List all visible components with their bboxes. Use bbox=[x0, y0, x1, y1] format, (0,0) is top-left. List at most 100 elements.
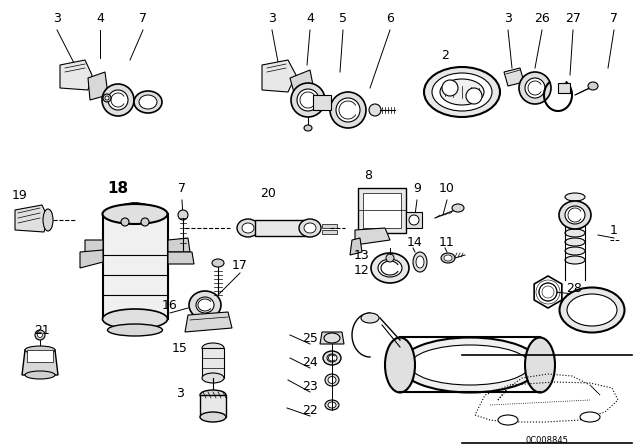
Ellipse shape bbox=[325, 374, 339, 386]
Text: 12: 12 bbox=[354, 263, 370, 276]
Ellipse shape bbox=[525, 337, 555, 392]
Ellipse shape bbox=[212, 259, 224, 267]
Ellipse shape bbox=[237, 219, 259, 237]
Text: 7: 7 bbox=[178, 181, 186, 194]
Text: 10: 10 bbox=[439, 181, 455, 194]
Ellipse shape bbox=[525, 78, 545, 98]
Text: 16: 16 bbox=[162, 298, 178, 311]
Text: 6: 6 bbox=[386, 12, 394, 25]
Ellipse shape bbox=[361, 313, 379, 323]
Text: 5: 5 bbox=[339, 12, 347, 25]
Text: 24: 24 bbox=[302, 356, 318, 369]
Ellipse shape bbox=[410, 345, 530, 385]
Ellipse shape bbox=[559, 288, 625, 332]
Polygon shape bbox=[60, 60, 92, 90]
Text: 3: 3 bbox=[268, 12, 276, 25]
Ellipse shape bbox=[400, 337, 540, 392]
Polygon shape bbox=[15, 205, 48, 232]
Ellipse shape bbox=[291, 83, 325, 117]
Bar bbox=[103, 214, 168, 319]
Polygon shape bbox=[504, 68, 524, 86]
Ellipse shape bbox=[424, 67, 500, 117]
Ellipse shape bbox=[105, 96, 109, 100]
Bar bbox=[313, 95, 331, 110]
Ellipse shape bbox=[196, 297, 214, 313]
Polygon shape bbox=[168, 252, 194, 264]
Ellipse shape bbox=[432, 73, 492, 111]
Text: 22: 22 bbox=[302, 404, 318, 417]
Bar bbox=[322, 224, 337, 228]
Ellipse shape bbox=[565, 238, 585, 246]
Text: 23: 23 bbox=[302, 379, 318, 392]
Bar bbox=[363, 193, 401, 228]
Ellipse shape bbox=[43, 209, 53, 231]
Ellipse shape bbox=[565, 202, 585, 210]
Polygon shape bbox=[262, 60, 296, 92]
Bar bbox=[406, 212, 422, 228]
Text: 7: 7 bbox=[610, 12, 618, 25]
Bar bbox=[558, 83, 570, 93]
Ellipse shape bbox=[38, 332, 42, 337]
Ellipse shape bbox=[323, 351, 341, 365]
Text: 11: 11 bbox=[439, 236, 455, 249]
Bar bbox=[358, 188, 406, 233]
Ellipse shape bbox=[452, 204, 464, 212]
Ellipse shape bbox=[413, 252, 427, 272]
Ellipse shape bbox=[442, 80, 458, 96]
Ellipse shape bbox=[565, 229, 585, 237]
Ellipse shape bbox=[139, 95, 157, 109]
Ellipse shape bbox=[297, 89, 319, 111]
Ellipse shape bbox=[102, 204, 168, 224]
Text: 4: 4 bbox=[96, 12, 104, 25]
Ellipse shape bbox=[328, 376, 336, 383]
Ellipse shape bbox=[588, 82, 598, 90]
Ellipse shape bbox=[519, 72, 551, 104]
Ellipse shape bbox=[304, 125, 312, 131]
Polygon shape bbox=[355, 228, 390, 245]
Polygon shape bbox=[88, 72, 108, 100]
Ellipse shape bbox=[25, 371, 55, 379]
Text: 20: 20 bbox=[260, 186, 276, 199]
Ellipse shape bbox=[118, 203, 152, 217]
Polygon shape bbox=[350, 238, 362, 255]
Text: 1: 1 bbox=[610, 224, 618, 237]
Ellipse shape bbox=[25, 346, 55, 354]
Text: 13: 13 bbox=[354, 249, 370, 262]
Polygon shape bbox=[290, 70, 315, 100]
Text: 3: 3 bbox=[176, 387, 184, 400]
Polygon shape bbox=[80, 250, 103, 268]
Ellipse shape bbox=[416, 256, 424, 268]
Ellipse shape bbox=[304, 223, 316, 233]
Ellipse shape bbox=[200, 390, 226, 400]
Ellipse shape bbox=[441, 253, 455, 263]
Ellipse shape bbox=[125, 203, 145, 211]
Text: 3: 3 bbox=[53, 12, 61, 25]
Ellipse shape bbox=[565, 256, 585, 264]
Ellipse shape bbox=[409, 215, 419, 225]
Text: 15: 15 bbox=[172, 341, 188, 354]
Text: 25: 25 bbox=[302, 332, 318, 345]
Text: 14: 14 bbox=[407, 236, 423, 249]
Polygon shape bbox=[320, 332, 344, 344]
Ellipse shape bbox=[565, 211, 585, 219]
Ellipse shape bbox=[328, 402, 336, 408]
Text: 2: 2 bbox=[441, 48, 449, 61]
Ellipse shape bbox=[35, 330, 45, 340]
Text: 9: 9 bbox=[413, 181, 421, 194]
Ellipse shape bbox=[371, 253, 409, 283]
Ellipse shape bbox=[565, 193, 585, 201]
Ellipse shape bbox=[369, 104, 381, 116]
Text: 4: 4 bbox=[306, 12, 314, 25]
Text: 17: 17 bbox=[232, 258, 248, 271]
Ellipse shape bbox=[102, 309, 168, 329]
Ellipse shape bbox=[386, 254, 394, 262]
Ellipse shape bbox=[121, 218, 129, 226]
Text: 27: 27 bbox=[565, 12, 581, 25]
Bar bbox=[322, 230, 337, 234]
Ellipse shape bbox=[567, 294, 617, 326]
Ellipse shape bbox=[565, 206, 585, 224]
Ellipse shape bbox=[378, 259, 402, 277]
Ellipse shape bbox=[466, 88, 482, 104]
Ellipse shape bbox=[134, 91, 162, 113]
Ellipse shape bbox=[202, 343, 224, 353]
